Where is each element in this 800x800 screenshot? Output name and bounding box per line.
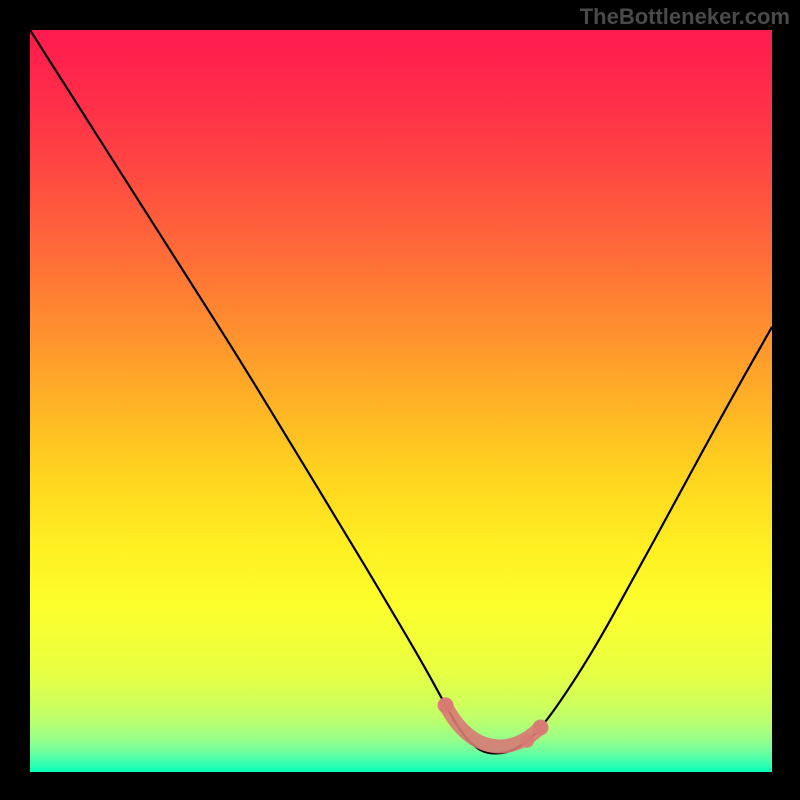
- attribution-text: TheBottleneker.com: [580, 4, 790, 30]
- optimal-dot: [438, 697, 454, 713]
- plot-gradient: [30, 30, 772, 772]
- chart-svg: [0, 0, 800, 800]
- optimal-dot: [520, 734, 534, 748]
- chart-stage: { "attribution": { "text": "TheBottlenek…: [0, 0, 800, 800]
- optimal-dot: [532, 719, 548, 735]
